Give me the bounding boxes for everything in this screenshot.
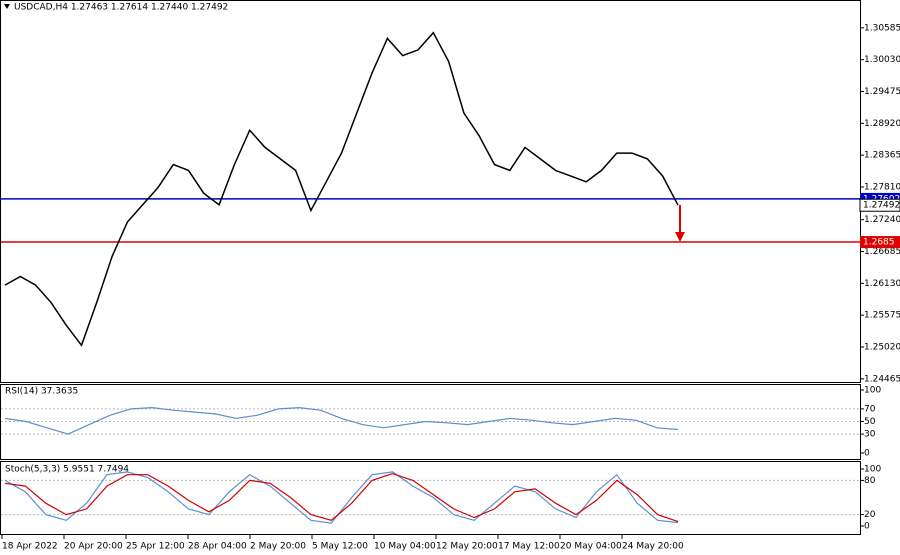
y-tick-label: 1.30585 [864, 23, 900, 33]
y-tick-label: 1.24465 [864, 374, 900, 384]
y-tick-label: 1.28920 [864, 119, 900, 129]
menu-arrow[interactable] [4, 4, 10, 9]
y-tick-label: 0 [864, 449, 870, 459]
series-line [4, 471, 679, 524]
x-tick-label: 10 May 04:00 [374, 542, 436, 552]
x-tick-label: 17 May 12:00 [498, 542, 560, 552]
x-tick-label: 20 May 04:00 [560, 542, 622, 552]
y-tick-label: 1.30030 [864, 55, 900, 65]
series-line [4, 406, 679, 435]
x-tick-label: 28 Apr 04:00 [188, 542, 247, 552]
y-tick-label: 70 [864, 404, 876, 414]
level-tag-label: 1.2685 [863, 238, 895, 248]
main-pane [0, 0, 861, 383]
y-tick-label: 1.26685 [864, 247, 900, 257]
y-tick-label: 100 [864, 465, 881, 475]
y-tick-label: 100 [864, 386, 881, 396]
level-tag [860, 236, 900, 249]
arrow-head [675, 232, 685, 242]
x-tick-label: 24 May 20:00 [622, 542, 684, 552]
y-tick-label: 0 [864, 522, 870, 532]
y-tick-label: 1.26130 [864, 279, 900, 289]
x-tick-label: 2 May 20:00 [250, 542, 306, 552]
y-tick-label: 20 [864, 510, 876, 520]
series-line [4, 472, 679, 523]
x-tick-label: 25 Apr 12:00 [126, 542, 185, 552]
y-tick-label: 1.27810 [864, 182, 900, 192]
chart-title: USDCAD,H4 1.27463 1.27614 1.27440 1.2749… [14, 3, 228, 13]
x-tick-label: 20 Apr 20:00 [64, 542, 123, 552]
series-line [4, 31, 679, 347]
x-tick-label: 12 May 20:00 [436, 542, 498, 552]
price-tag [859, 198, 900, 212]
y-tick-label: 1.25020 [864, 343, 900, 353]
y-tick-label: 50 [864, 417, 876, 427]
y-tick-label: 80 [864, 476, 876, 486]
y-tick-label: 1.27240 [864, 215, 900, 225]
stoch-pane [0, 461, 861, 535]
y-tick-label: 1.29475 [864, 87, 900, 97]
y-tick-label: 1.28365 [864, 151, 900, 161]
rsi-title: RSI(14) 37.3635 [5, 387, 78, 397]
y-tick-label: 30 [864, 430, 876, 440]
y-tick-label: 1.25575 [864, 311, 900, 321]
x-tick-label: 5 May 12:00 [312, 542, 368, 552]
x-tick-label: 18 Apr 2022 [2, 542, 58, 552]
stoch-title: Stoch(5,3,3) 5.9551 7.7494 [5, 465, 129, 475]
price-tag-label: 1.27492 [863, 201, 900, 211]
